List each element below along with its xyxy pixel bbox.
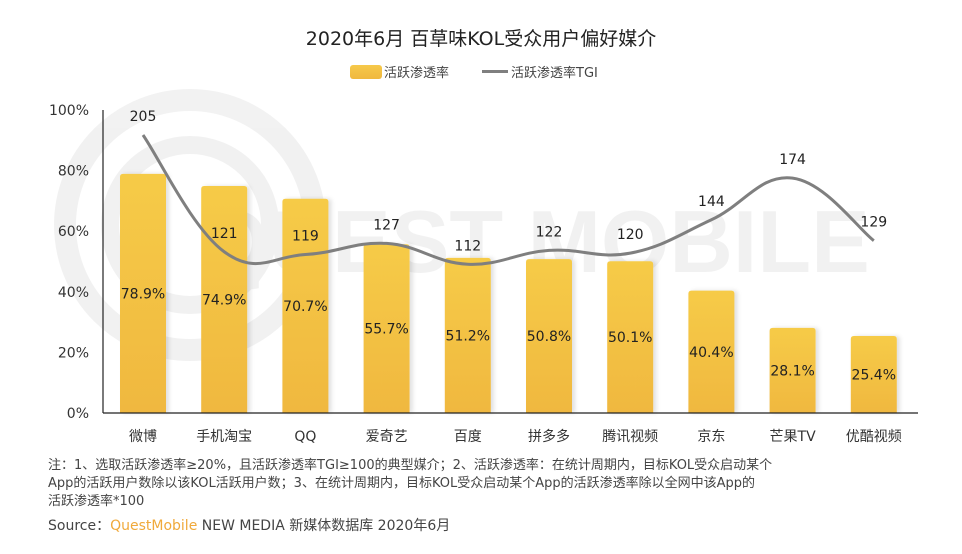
- bar[interactable]: [850, 336, 897, 413]
- bars: [120, 173, 897, 413]
- bar[interactable]: [769, 327, 816, 413]
- bar[interactable]: [363, 244, 410, 413]
- tgi-line: [141, 134, 875, 266]
- bar-value-label: 50.1%: [608, 330, 652, 346]
- tgi-value-label: 127: [373, 217, 400, 233]
- y-tick-label: 80%: [58, 164, 89, 180]
- x-tick-label: 爱奇艺: [366, 428, 408, 445]
- footnote: 注：1、选取活跃渗透率≥20%，且活跃渗透率TGI≥100的典型媒介；2、活跃渗…: [48, 457, 948, 511]
- y-tick-label: 40%: [58, 285, 89, 301]
- x-tick-label: 微博: [129, 428, 157, 445]
- source-suffix: NEW MEDIA 新媒体数据库 2020年6月: [197, 518, 451, 534]
- legend-line-label: 活跃渗透率TGI: [511, 66, 598, 81]
- source-line: Source：QuestMobile NEW MEDIA 新媒体数据库 2020…: [48, 515, 450, 535]
- bar-value-label: 51.2%: [446, 328, 490, 344]
- bar-value-label: 28.1%: [770, 363, 814, 379]
- bar[interactable]: [688, 290, 735, 413]
- footnote-line-1: 注：1、选取活跃渗透率≥20%，且活跃渗透率TGI≥100的典型媒介；2、活跃渗…: [48, 458, 773, 473]
- bar[interactable]: [526, 259, 572, 413]
- tgi-value-label: 121: [211, 226, 238, 242]
- bar-value-label: 50.8%: [527, 329, 571, 345]
- bar-value-label: 25.4%: [852, 368, 896, 384]
- x-tick-label: QQ: [294, 429, 316, 445]
- bar-value-label: 55.7%: [364, 322, 408, 338]
- tgi-value-label: 112: [454, 238, 481, 254]
- y-tick-label: 60%: [58, 224, 89, 240]
- legend-bar-swatch: [350, 64, 382, 79]
- footnote-line-2: App的活跃用户数除以该KOL活跃用户数；3、在统计周期内，目标KOL受众启动某…: [48, 476, 756, 491]
- bar-value-label: 70.7%: [283, 299, 327, 315]
- bar[interactable]: [607, 261, 654, 413]
- y-tick-label: 0%: [67, 406, 89, 422]
- legend-bar-label: 活跃渗透率: [384, 66, 450, 81]
- source-brand: QuestMobile: [110, 518, 198, 534]
- tgi-value-label: 174: [779, 152, 806, 168]
- x-axis-ticks: 微博 手机淘宝 QQ 爱奇艺 百度 拼多多 腾讯视频 京东 芒果TV 优酷视频: [129, 428, 902, 445]
- bar-value-label: 74.9%: [202, 293, 246, 309]
- source-prefix: Source：: [48, 518, 111, 534]
- tgi-value-labels: 205 121 119 127 112 122 120 144 174 129: [130, 109, 888, 254]
- tgi-value-label: 129: [860, 215, 887, 231]
- legend-line-swatch: [482, 70, 508, 73]
- x-tick-label: 手机淘宝: [196, 429, 252, 445]
- bar-value-label: 40.4%: [689, 345, 733, 361]
- legend-item-line[interactable]: 活跃渗透率TGI: [482, 62, 598, 81]
- x-tick-label: 百度: [454, 429, 482, 445]
- footnote-line-3: 活跃渗透率*100: [48, 494, 145, 509]
- y-tick-label: 100%: [49, 103, 89, 119]
- x-tick-label: 拼多多: [528, 428, 570, 445]
- bar[interactable]: [444, 257, 491, 413]
- chart-title: 2020年6月 百草味KOL受众用户偏好媒介: [305, 28, 657, 50]
- y-tick-label: 20%: [58, 345, 89, 361]
- tgi-value-label: 120: [617, 227, 644, 243]
- x-tick-label: 京东: [697, 429, 725, 445]
- y-axis-ticks: 0% 20% 40% 60% 80% 100%: [49, 103, 89, 422]
- tgi-value-label: 205: [130, 109, 157, 125]
- bar-value-labels: 78.9% 74.9% 70.7% 55.7% 51.2% 50.8% 50.1% 40.4%…: [121, 286, 896, 383]
- x-tick-label: 腾讯视频: [602, 428, 658, 445]
- tgi-value-label: 122: [536, 224, 563, 240]
- legend-item-bar[interactable]: 活跃渗透率: [350, 62, 449, 81]
- tgi-value-label: 144: [698, 194, 725, 210]
- bar-value-label: 78.9%: [121, 286, 165, 302]
- bar[interactable]: [120, 173, 166, 413]
- x-tick-label: 优酷视频: [846, 429, 902, 445]
- x-tick-label: 芒果TV: [770, 429, 817, 445]
- tgi-value-label: 119: [292, 229, 319, 245]
